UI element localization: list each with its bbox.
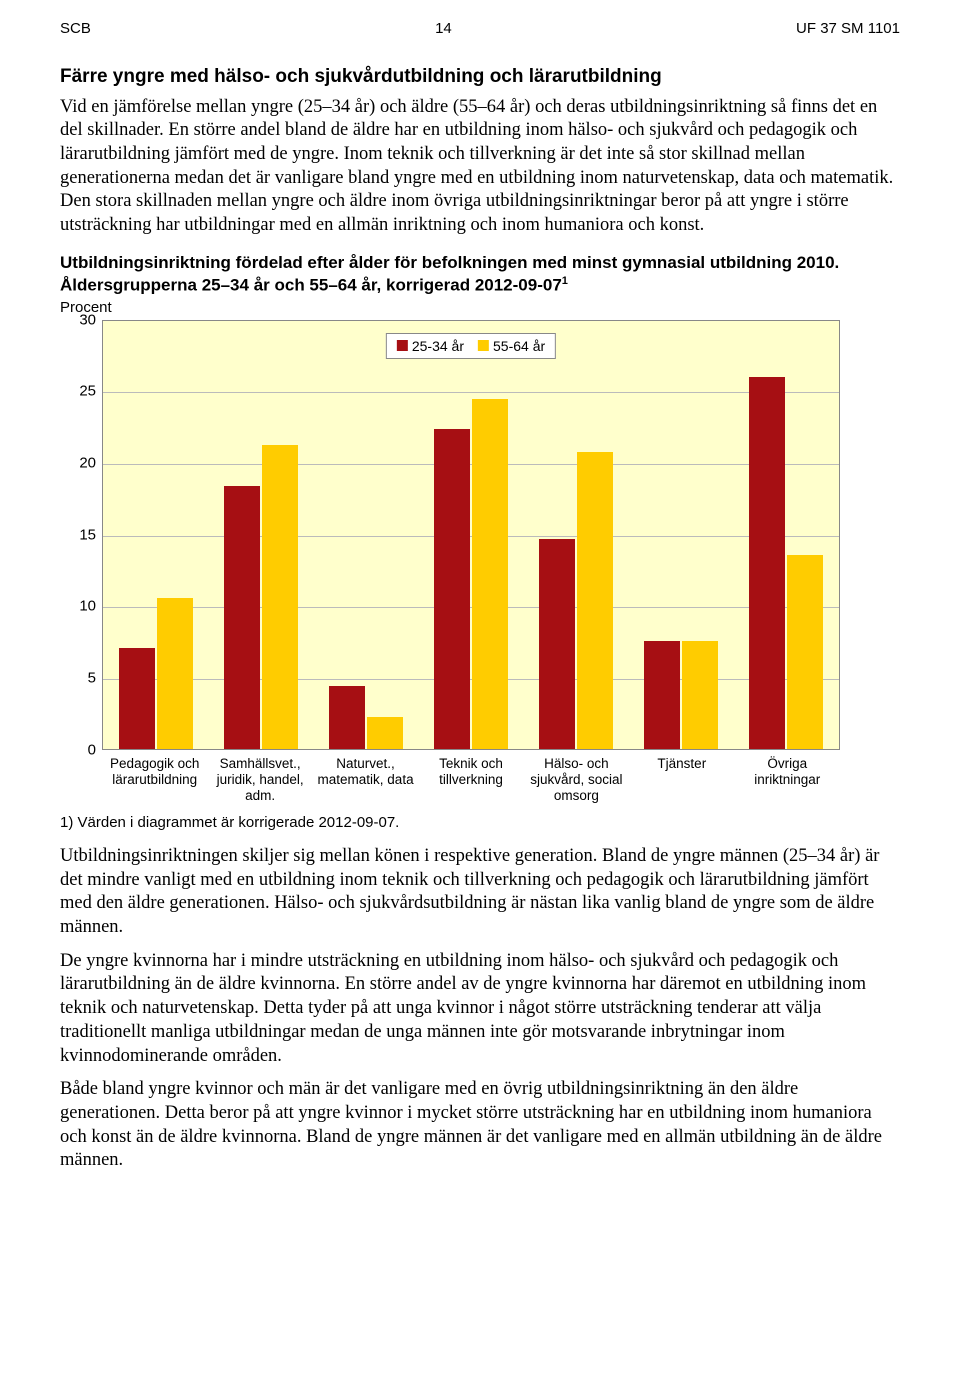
- chart-legend-swatch: [397, 340, 408, 351]
- body-paragraph-2: Utbildningsinriktningen skiljer sig mell…: [60, 845, 900, 940]
- chart-y-tick: 10: [60, 598, 96, 615]
- chart-bar: [262, 445, 298, 749]
- chart-x-labels: Pedagogik och lärarutbildningSamhällsvet…: [60, 756, 840, 805]
- chart-heading-superscript: 1: [562, 275, 568, 287]
- page-header: SCB 14 UF 37 SM 1101: [60, 20, 900, 37]
- chart-bar-group: [644, 641, 718, 749]
- header-left: SCB: [60, 20, 91, 37]
- chart-bar-group: [329, 686, 403, 749]
- chart-footnote: 1) Värden i diagrammet är korrigerade 20…: [60, 814, 900, 831]
- body-paragraph-3: De yngre kvinnorna har i mindre utsträck…: [60, 950, 900, 1068]
- chart-unit-label: Procent: [60, 299, 900, 316]
- header-right: UF 37 SM 1101: [796, 20, 900, 37]
- chart-y-tick: 0: [60, 741, 96, 758]
- chart-x-label: Pedagogik och lärarutbildning: [102, 756, 207, 805]
- chart-heading: Utbildningsinriktning fördelad efter åld…: [60, 252, 900, 297]
- chart-bar: [539, 539, 575, 748]
- chart-legend-swatch: [478, 340, 489, 351]
- chart-bar-group: [224, 445, 298, 749]
- chart-bar: [787, 555, 823, 749]
- chart-y-tick: 20: [60, 454, 96, 471]
- chart-bar-group: [539, 452, 613, 749]
- chart-legend: 25-34 år 55-64 år: [386, 333, 556, 359]
- chart-y-tick: 25: [60, 383, 96, 400]
- chart-y-tick: 30: [60, 311, 96, 328]
- chart-y-tick: 5: [60, 669, 96, 686]
- chart-bar: [224, 486, 260, 748]
- body-paragraph-4: Både bland yngre kvinnor och män är det …: [60, 1078, 900, 1173]
- chart-bar: [682, 641, 718, 749]
- chart-bar: [577, 452, 613, 749]
- chart-x-label: Övriga inriktningar: [735, 756, 840, 805]
- header-page-number: 14: [435, 20, 452, 37]
- chart-y-tick: 15: [60, 526, 96, 543]
- intro-paragraph: Vid en jämförelse mellan yngre (25–34 år…: [60, 96, 900, 238]
- chart-x-label: Teknik och tillverkning: [418, 756, 523, 805]
- chart-x-label: Naturvet., matematik, data: [313, 756, 418, 805]
- chart-legend-item: 55-64 år: [478, 338, 545, 354]
- chart-bar: [119, 648, 155, 748]
- chart-bar: [157, 598, 193, 749]
- bar-chart: 25-34 år55-64 år 051015202530 Pedagogik …: [60, 320, 840, 805]
- chart-heading-text: Utbildningsinriktning fördelad efter åld…: [60, 253, 839, 295]
- chart-bar: [472, 399, 508, 749]
- chart-bar: [329, 686, 365, 749]
- chart-bar-group: [749, 377, 823, 748]
- chart-x-label: Tjänster: [629, 756, 734, 805]
- chart-legend-item: 25-34 år: [397, 338, 464, 354]
- chart-bar: [749, 377, 785, 748]
- chart-bar-group: [434, 399, 508, 749]
- chart-bar: [434, 429, 470, 749]
- chart-gridline: [103, 392, 839, 393]
- chart-bar: [367, 717, 403, 749]
- chart-plot-area: 25-34 år 55-64 år: [102, 320, 840, 750]
- chart-x-label: Hälso- och sjukvård, social omsorg: [524, 756, 629, 805]
- chart-x-label: Samhällsvet., juridik, handel, adm.: [207, 756, 312, 805]
- section-heading: Färre yngre med hälso- och sjukvårdutbil…: [60, 65, 900, 90]
- chart-bar: [644, 641, 680, 749]
- chart-bar-group: [119, 598, 193, 749]
